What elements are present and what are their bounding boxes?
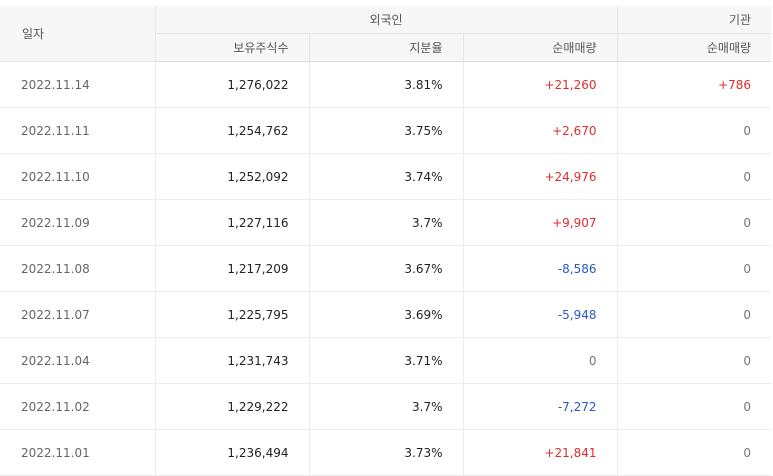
table-row: 2022.11.08 1,217,209 3.67% -8,586 0: [0, 245, 772, 292]
ownership-ratio-cell: 3.75%: [309, 107, 464, 154]
foreign-net-volume-cell: +2,670: [463, 107, 618, 154]
ownership-ratio-cell: 3.73%: [309, 429, 464, 476]
foreign-net-volume-cell: +24,976: [463, 153, 618, 200]
ownership-ratio-cell: 3.74%: [309, 153, 464, 200]
table-row: 2022.11.10 1,252,092 3.74% +24,976 0: [0, 153, 772, 200]
ownership-ratio-cell: 3.7%: [309, 383, 464, 430]
institution-net-volume-cell: 0: [617, 153, 772, 200]
shares-held-column-header: 보유주식수: [155, 33, 310, 62]
shares-held-cell: 1,254,762: [155, 107, 310, 154]
ownership-ratio-cell: 3.69%: [309, 291, 464, 338]
institution-net-volume-cell: 0: [617, 429, 772, 476]
date-cell: 2022.11.10: [0, 153, 156, 200]
foreign-net-volume-cell: +21,260: [463, 61, 618, 108]
table-row: 2022.11.11 1,254,762 3.75% +2,670 0: [0, 107, 772, 154]
date-cell: 2022.11.09: [0, 199, 156, 246]
shares-held-cell: 1,229,222: [155, 383, 310, 430]
institution-net-volume-column-header: 순매매량: [617, 33, 772, 62]
shares-held-cell: 1,217,209: [155, 245, 310, 292]
institution-group-header: 기관: [617, 6, 772, 34]
institution-net-volume-cell: 0: [617, 245, 772, 292]
table-row: 2022.11.04 1,231,743 3.71% 0 0: [0, 337, 772, 384]
shares-held-cell: 1,276,022: [155, 61, 310, 108]
institution-net-volume-cell: 0: [617, 291, 772, 338]
date-cell: 2022.11.04: [0, 337, 156, 384]
foreign-net-volume-cell: -5,948: [463, 291, 618, 338]
foreign-net-volume-cell: +9,907: [463, 199, 618, 246]
table-body: 2022.11.14 1,276,022 3.81% +21,260 +786 2022.…: [0, 61, 772, 476]
ownership-ratio-cell: 3.7%: [309, 199, 464, 246]
institution-net-volume-cell: +786: [617, 61, 772, 108]
institution-net-volume-cell: 0: [617, 199, 772, 246]
date-cell: 2022.11.08: [0, 245, 156, 292]
investor-trading-table-panel: 일자 외국인 기관 보유주식수 지분율 순매매량 순매매량 2022.11.14…: [0, 6, 772, 476]
foreign-net-volume-cell: 0: [463, 337, 618, 384]
ownership-ratio-cell: 3.71%: [309, 337, 464, 384]
shares-held-cell: 1,231,743: [155, 337, 310, 384]
ownership-ratio-cell: 3.81%: [309, 61, 464, 108]
foreign-net-volume-cell: -8,586: [463, 245, 618, 292]
date-cell: 2022.11.07: [0, 291, 156, 338]
institution-net-volume-cell: 0: [617, 337, 772, 384]
ownership-ratio-column-header: 지분율: [309, 33, 464, 62]
institution-net-volume-cell: 0: [617, 107, 772, 154]
foreign-investor-group-header: 외국인: [155, 6, 618, 34]
ownership-ratio-cell: 3.67%: [309, 245, 464, 292]
foreign-net-volume-cell: +21,841: [463, 429, 618, 476]
date-column-header: 일자: [0, 6, 156, 62]
table-row: 2022.11.02 1,229,222 3.7% -7,272 0: [0, 383, 772, 430]
date-cell: 2022.11.11: [0, 107, 156, 154]
table-row: 2022.11.09 1,227,116 3.7% +9,907 0: [0, 199, 772, 246]
institution-net-volume-cell: 0: [617, 383, 772, 430]
foreign-net-volume-cell: -7,272: [463, 383, 618, 430]
foreign-net-volume-column-header: 순매매량: [463, 33, 618, 62]
date-cell: 2022.11.14: [0, 61, 156, 108]
table-row: 2022.11.01 1,236,494 3.73% +21,841 0: [0, 429, 772, 476]
shares-held-cell: 1,236,494: [155, 429, 310, 476]
date-cell: 2022.11.01: [0, 429, 156, 476]
table-header: 일자 외국인 기관 보유주식수 지분율 순매매량 순매매량: [0, 6, 772, 62]
table-row: 2022.11.14 1,276,022 3.81% +21,260 +786: [0, 61, 772, 108]
shares-held-cell: 1,252,092: [155, 153, 310, 200]
table-row: 2022.11.07 1,225,795 3.69% -5,948 0: [0, 291, 772, 338]
date-cell: 2022.11.02: [0, 383, 156, 430]
shares-held-cell: 1,227,116: [155, 199, 310, 246]
investor-trading-table: 일자 외국인 기관 보유주식수 지분율 순매매량 순매매량 2022.11.14…: [0, 6, 772, 476]
shares-held-cell: 1,225,795: [155, 291, 310, 338]
